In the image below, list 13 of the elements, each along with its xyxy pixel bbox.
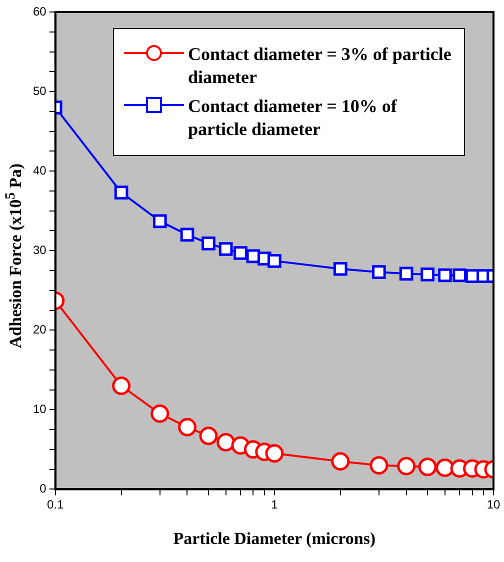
legend-label: Contact diameter = 10% of particle diameter [188,95,398,141]
x-tick-label: 1 [271,498,278,512]
y-tick-label: 50 [32,84,47,98]
y-tick-label: 60 [32,4,47,18]
x-tick-label: 0.1 [47,498,64,512]
legend-label: Contact diameter = 3% of particle diameter [188,43,452,89]
y-tick-label: 30 [32,242,47,257]
y-tick-label: 20 [32,322,47,336]
x-axis-title: Particle Diameter (microns) [173,529,376,548]
x-tick-label: 10 [486,498,500,512]
y-tick-label: 10 [32,402,47,416]
y-tick-label: 0 [40,482,47,496]
y-tick-label: 40 [32,163,47,178]
